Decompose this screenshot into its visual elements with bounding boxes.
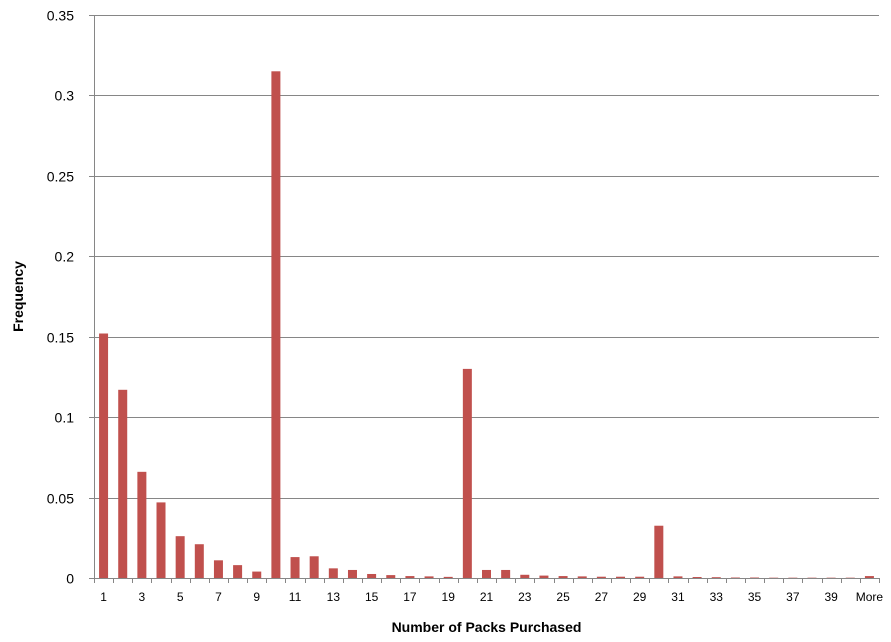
bar-12 bbox=[309, 556, 319, 578]
bar-2 bbox=[118, 389, 128, 578]
x-tick-label: More bbox=[856, 590, 884, 604]
bar-1 bbox=[99, 333, 109, 578]
bar-7 bbox=[213, 560, 223, 578]
bar-28 bbox=[616, 576, 626, 578]
y-tick-labels: 0 0.05 0.1 0.15 0.2 0.25 0.3 0.35 bbox=[47, 8, 74, 587]
x-tick-label: 15 bbox=[365, 590, 379, 604]
bar-22 bbox=[501, 569, 511, 578]
bar-6 bbox=[194, 544, 204, 578]
x-tick-label: 1 bbox=[100, 590, 107, 604]
y-tick-label: 0.05 bbox=[47, 491, 74, 507]
y-tick-label: 0.2 bbox=[55, 249, 75, 265]
x-tick-label: 35 bbox=[748, 590, 762, 604]
bar-9 bbox=[252, 571, 262, 578]
x-tick-label: 13 bbox=[327, 590, 341, 604]
y-tick-label: 0.25 bbox=[47, 169, 74, 185]
bar-30 bbox=[654, 525, 664, 578]
bar-8 bbox=[233, 565, 243, 578]
x-axis-title: Number of Packs Purchased bbox=[392, 619, 582, 635]
x-tick-label: 31 bbox=[671, 590, 685, 604]
x-tick-label: 27 bbox=[595, 590, 609, 604]
bar-16 bbox=[386, 575, 396, 578]
x-tick-label: 37 bbox=[786, 590, 800, 604]
bar-25 bbox=[558, 576, 568, 578]
bar-11 bbox=[290, 557, 300, 578]
bar-23 bbox=[520, 574, 530, 578]
bar-20 bbox=[462, 368, 472, 578]
y-tick-label: 0.35 bbox=[47, 8, 74, 24]
x-tick-label: 33 bbox=[710, 590, 724, 604]
x-tick-label: 11 bbox=[289, 590, 302, 604]
bar-24 bbox=[539, 575, 549, 578]
y-axis-title: Frequency bbox=[10, 261, 26, 332]
x-tick-label: 19 bbox=[442, 590, 456, 604]
x-tick-label: 21 bbox=[480, 590, 494, 604]
bar-26 bbox=[577, 576, 587, 578]
x-tick-label: 17 bbox=[403, 590, 417, 604]
bar-29 bbox=[635, 576, 645, 578]
bar-18 bbox=[424, 576, 434, 578]
bars bbox=[99, 71, 874, 579]
bar-21 bbox=[482, 569, 491, 578]
bar-13 bbox=[328, 568, 338, 578]
y-tick-label: 0.15 bbox=[47, 330, 74, 346]
bar-17 bbox=[405, 576, 415, 578]
x-tick-label: 5 bbox=[177, 590, 184, 604]
bar-14 bbox=[347, 569, 357, 578]
axes bbox=[89, 15, 880, 583]
gridlines bbox=[94, 15, 879, 499]
bar-33 bbox=[711, 577, 721, 578]
bar-5 bbox=[175, 536, 185, 578]
x-tick-label: 23 bbox=[518, 590, 532, 604]
x-tick-label: 29 bbox=[633, 590, 647, 604]
bar-15 bbox=[367, 573, 377, 578]
x-tick-label: 7 bbox=[215, 590, 222, 604]
x-tick-label: 3 bbox=[139, 590, 146, 604]
y-tick-label: 0.3 bbox=[55, 88, 75, 104]
bar-19 bbox=[443, 576, 453, 578]
x-tick-label: 25 bbox=[556, 590, 570, 604]
bar-10 bbox=[271, 71, 281, 579]
bar-32 bbox=[692, 577, 702, 578]
x-tick-label: 9 bbox=[253, 590, 260, 604]
bar-More bbox=[864, 576, 874, 578]
y-tick-label: 0.1 bbox=[55, 410, 75, 426]
x-tick-label: 39 bbox=[824, 590, 838, 604]
bar-27 bbox=[596, 576, 606, 578]
bar-31 bbox=[673, 576, 683, 578]
x-tick-labels: 1 3 5 7 9 11 13 15 17 19 21 23 25 27 29 31 33 35 37 39 More bbox=[100, 590, 883, 604]
bar-4 bbox=[156, 502, 166, 578]
bar-3 bbox=[137, 471, 147, 578]
y-tick-label: 0 bbox=[66, 571, 74, 587]
